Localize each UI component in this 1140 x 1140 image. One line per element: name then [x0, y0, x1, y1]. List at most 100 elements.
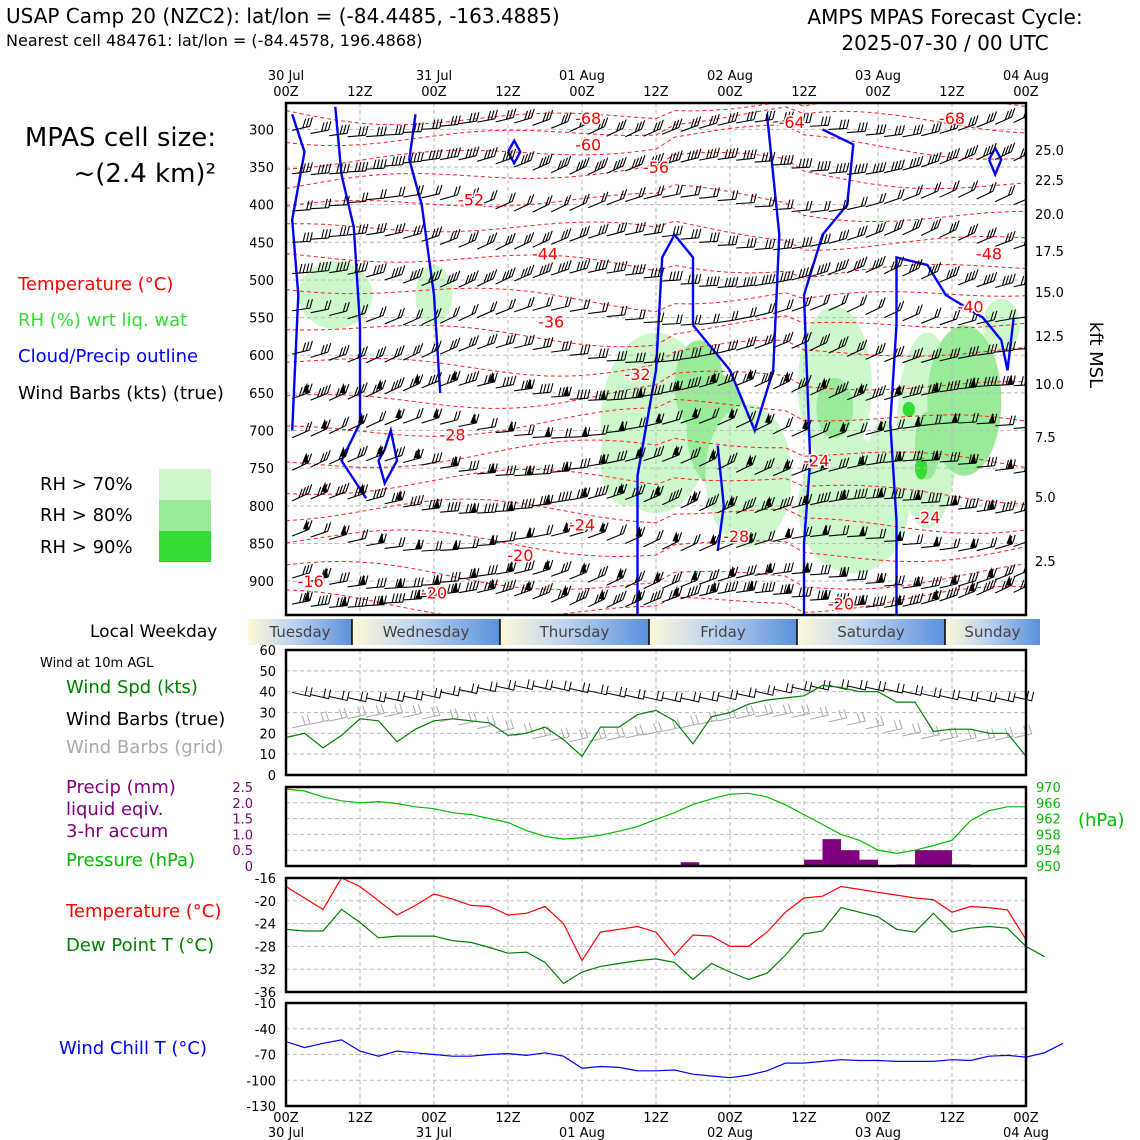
- barb-feather: [938, 122, 942, 132]
- barb-feather: [382, 486, 387, 497]
- wind-barb: [624, 570, 646, 588]
- precip-tick-label: 2.5: [232, 781, 253, 796]
- pressure-tick-label: 400: [249, 199, 274, 214]
- precip-tick-label: 0: [245, 860, 253, 875]
- wind-barb: [421, 586, 443, 598]
- barb-feather: [753, 110, 757, 120]
- barb-feather: [415, 344, 421, 355]
- barb-feather: [918, 218, 923, 228]
- barb-feather: [409, 378, 414, 388]
- barb-feather: [327, 342, 332, 353]
- barb-feather: [1002, 375, 1006, 386]
- true-wind-barb: [625, 689, 646, 700]
- precip-bar: [859, 859, 878, 866]
- barb-feather: [641, 155, 646, 165]
- true-wind-barb: [514, 679, 535, 691]
- barb-feather: [543, 495, 547, 505]
- wind-barb: [532, 230, 553, 248]
- barb-feather: [437, 269, 442, 279]
- barb-feather: [476, 538, 480, 548]
- barb-feather: [650, 592, 655, 603]
- barb-feather: [468, 337, 473, 348]
- barb-feather: [845, 199, 850, 209]
- barb-feather: [524, 110, 529, 121]
- barb-feather: [857, 456, 862, 466]
- barb-feather: [631, 159, 636, 169]
- wind-barb: [699, 147, 720, 161]
- wind-barb: [773, 199, 794, 211]
- barb-feather: [827, 160, 831, 171]
- barb-feather: [1032, 339, 1034, 348]
- barb-feather: [916, 534, 920, 544]
- barb-feather: [358, 126, 362, 136]
- wind-barb: [550, 560, 572, 577]
- barb-feather: [415, 309, 421, 320]
- barb-feather: [693, 117, 698, 127]
- grid-wind-barb: [680, 714, 700, 729]
- barb-feather: [768, 196, 772, 207]
- barb-feather: [694, 377, 698, 387]
- barb-feather: [730, 371, 735, 382]
- wind-barb: [606, 305, 628, 318]
- barb-feather: [412, 346, 417, 356]
- barb-feather: [974, 581, 979, 592]
- barb-feather: [379, 307, 384, 317]
- barb-feather: [728, 277, 732, 287]
- barb-feather: [971, 346, 976, 356]
- wind-barb: [551, 385, 572, 398]
- barb-feather: [320, 122, 325, 132]
- wind-barb: [994, 107, 1016, 125]
- wind-barb: [717, 370, 739, 387]
- barb-feather: [657, 352, 661, 362]
- wind-barb: [329, 571, 350, 585]
- wind-barb: [643, 484, 664, 503]
- wind-barb: [754, 412, 775, 432]
- barb-feather: [952, 181, 957, 192]
- barb-feather: [354, 263, 359, 273]
- barb-feather: [603, 117, 609, 127]
- barb-feather: [453, 147, 458, 158]
- barb-feather: [420, 184, 424, 195]
- wind-barb: [421, 269, 442, 287]
- barb-feather: [918, 258, 923, 269]
- barb-feather: [920, 534, 924, 544]
- barb-feather: [937, 348, 942, 358]
- barb-feather: [394, 224, 399, 234]
- barb-pennant: [563, 385, 570, 396]
- wind-barb: [606, 450, 628, 464]
- barb-feather: [561, 491, 566, 502]
- barb-feather: [805, 158, 809, 168]
- barb-feather: [1020, 502, 1025, 512]
- barb-feather: [563, 157, 569, 167]
- barb-pennant: [764, 412, 771, 423]
- barb-feather: [491, 503, 495, 513]
- barb-feather: [336, 597, 340, 607]
- wind-barb: [606, 567, 627, 586]
- wind-barb: [680, 407, 702, 424]
- barb-feather: [897, 346, 902, 357]
- barb-feather: [894, 596, 899, 606]
- barb-feather: [746, 581, 751, 592]
- barb-feather: [539, 495, 543, 506]
- barb-feather: [487, 503, 491, 513]
- barb-feather: [640, 119, 646, 130]
- barb-feather: [770, 413, 775, 423]
- barb-feather: [894, 575, 898, 586]
- barb-feather: [983, 501, 988, 511]
- barb-feather: [623, 222, 628, 232]
- barb-feather: [622, 524, 627, 534]
- barb-feather: [420, 494, 424, 505]
- wind-barb: [736, 335, 757, 351]
- barb-feather: [842, 458, 846, 468]
- barb-feather: [753, 149, 757, 159]
- barb-feather: [913, 577, 917, 587]
- wind-barb: [532, 337, 554, 351]
- barb-feather: [335, 388, 340, 398]
- wind-barb: [310, 594, 332, 607]
- barb-feather: [376, 578, 380, 588]
- barb-feather: [987, 500, 991, 511]
- barb-feather: [302, 342, 307, 352]
- wind-barb: [495, 298, 517, 315]
- wind-barb: [698, 407, 720, 424]
- top-hour-label: 00Z: [569, 85, 595, 100]
